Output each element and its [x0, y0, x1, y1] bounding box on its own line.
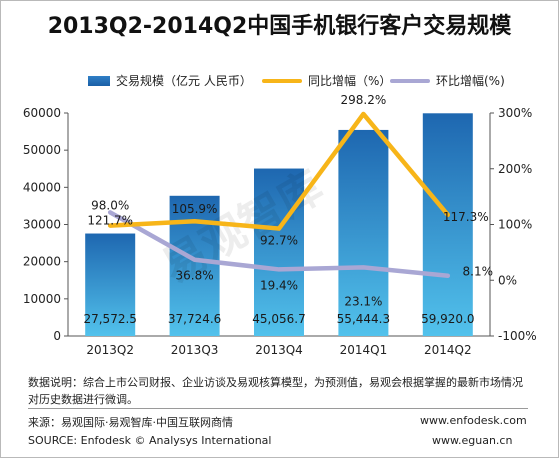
url-eguan: www.eguan.cn [432, 434, 513, 447]
bar-value-label: 27,572.5 [83, 312, 136, 326]
source-en: SOURCE: Enfodesk © Analysys Internationa… [28, 434, 272, 447]
yoy-point-label: 105.9% [172, 202, 218, 216]
y-left-tick-label: 20000 [23, 255, 61, 269]
yoy-point-label: 298.2% [341, 93, 387, 107]
qoq-point-label: 19.4% [260, 278, 298, 292]
x-tick-label: 2013Q2 [86, 343, 134, 357]
yoy-point-label: 117.3% [443, 210, 489, 224]
bar [422, 113, 473, 336]
legend-label-qoq: 环比增幅(%) [436, 74, 505, 88]
data-note: 数据说明：综合上市公司财报、企业访谈及易观核算模型，为预测值，易观会根据掌握的最… [28, 376, 523, 406]
legend-item-qoq: 环比增幅(%) [390, 72, 505, 89]
footer-divider [28, 408, 528, 409]
legend-label-yoy: 同比增幅（%） [308, 74, 392, 88]
qoq-line [107, 210, 451, 278]
x-tick-label: 2013Q4 [255, 343, 303, 357]
x-tick-label: 2014Q1 [340, 343, 388, 357]
bar [85, 233, 136, 336]
qoq-point-label: 36.8% [176, 269, 214, 283]
url-enfodesk: www.enfodesk.com [420, 414, 527, 427]
y-right-tick-label: 100% [498, 218, 532, 232]
y-right-tick-label: 300% [498, 106, 532, 120]
bar-value-label: 37,724.6 [168, 312, 221, 326]
qoq-point-label: 8.1% [463, 265, 494, 279]
bar [338, 129, 389, 336]
legend-swatch-qoq [390, 78, 430, 83]
legend-label-bar: 交易规模（亿元 人民币） [116, 74, 252, 88]
legend-swatch-bar [88, 75, 110, 86]
qoq-point-label: 23.1% [344, 294, 382, 308]
bar-value-label: 59,920.0 [421, 312, 474, 326]
chart-legend: 交易规模（亿元 人民币） 同比增幅（%） 环比增幅(%) [0, 72, 559, 92]
x-tick-label: 2013Q3 [171, 343, 219, 357]
yoy-point-label: 98.0% [91, 199, 129, 213]
qoq-point-label: 121.7% [87, 213, 133, 227]
bar-value-label: 45,056.7 [252, 312, 305, 326]
y-right-tick-label: 200% [498, 162, 532, 176]
y-left-tick-label: 50000 [23, 143, 61, 157]
legend-swatch-yoy [262, 78, 302, 83]
y-left-tick-label: 10000 [23, 292, 61, 306]
bar [254, 168, 304, 336]
y-left-tick-label: 0 [53, 329, 61, 343]
yoy-point-label: 92.7% [260, 234, 298, 248]
y-right-tick-label: -100% [498, 329, 537, 343]
y-left-tick-label: 40000 [23, 180, 61, 194]
legend-item-bar: 交易规模（亿元 人民币） [88, 72, 252, 89]
source-cn: 来源：易观国际·易观智库·中国互联网商情 [28, 416, 233, 429]
x-tick-label: 2014Q2 [424, 343, 472, 357]
y-left-tick-label: 60000 [23, 106, 61, 120]
bar-value-label: 55,444.3 [337, 312, 390, 326]
yoy-line [107, 111, 451, 231]
y-left-tick-label: 30000 [23, 218, 61, 232]
legend-item-yoy: 同比增幅（%） [262, 72, 391, 89]
chart-title: 2013Q2-2014Q2中国手机银行客户交易规模 [47, 14, 512, 39]
y-right-tick-label: 0% [498, 273, 517, 287]
